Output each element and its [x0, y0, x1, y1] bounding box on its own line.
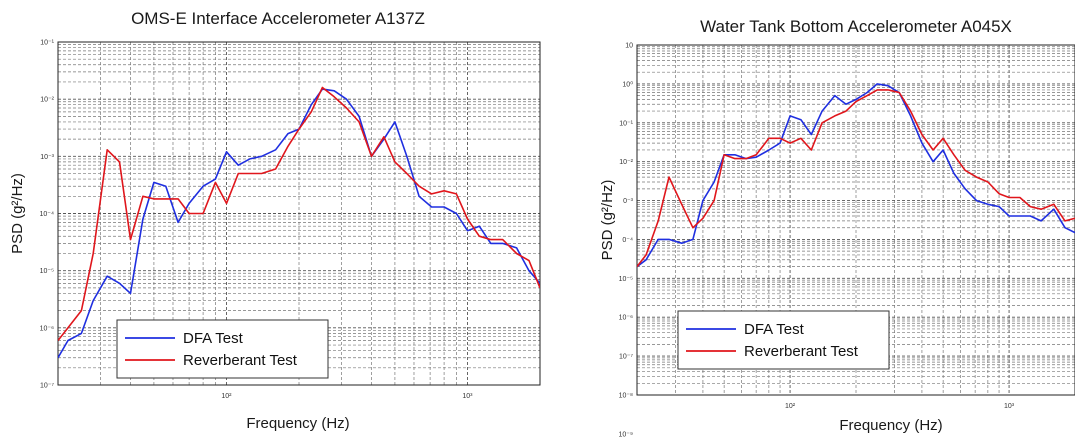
- y-tick-label: 10⁻⁴: [40, 211, 55, 218]
- y-tick-label: 10⁻⁶: [619, 315, 633, 322]
- chart-title: OMS-E Interface Accelerometer A137Z: [131, 9, 425, 28]
- chart-title: Water Tank Bottom Accelerometer A045X: [700, 17, 1012, 36]
- y-tick-label: 10⁻¹: [40, 40, 54, 47]
- y-tick-label: 10⁰: [622, 80, 633, 88]
- x-tick-label: 10³: [1004, 403, 1015, 410]
- legend-entry: DFA Test: [183, 330, 244, 347]
- y-tick-label: 10⁻²: [619, 159, 633, 166]
- y-tick-label: 0⁻³: [623, 198, 634, 205]
- legend: DFA Test Reverberant Test: [116, 319, 329, 379]
- y-tick-label: 10⁻⁷: [40, 383, 54, 390]
- legend-entry: Reverberant Test: [744, 343, 859, 360]
- y-tick-label: 10⁻⁵: [40, 268, 54, 275]
- y-axis-label: PSD (g²/Hz): [599, 180, 616, 261]
- y-tick-label: 10⁻⁶: [40, 325, 54, 332]
- y-tick-label: 10⁻⁵: [619, 276, 633, 283]
- chart-1: 10⁻¹ 10⁻² 10⁻³ 10⁻⁴ 10⁻⁵ 10⁻⁶ 10⁻⁷ 10² 10³ OMS-E …: [9, 9, 541, 432]
- plot-frame: [636, 44, 1075, 396]
- legend-entry: Reverberant Test: [183, 352, 298, 369]
- y-tick-label: 10: [625, 43, 633, 50]
- y-axis-label: PSD (g²/Hz): [9, 173, 26, 254]
- y-tick-label: 10⁻⁸: [619, 393, 633, 400]
- series-line: [58, 86, 540, 341]
- y-tick-label: 10⁻⁷: [619, 354, 633, 361]
- y-tick-label: 10⁻³: [40, 154, 54, 161]
- y-tick-label: 10⁻⁹: [619, 431, 633, 438]
- series-group: [637, 83, 1075, 268]
- x-axis-label: Frequency (Hz): [839, 417, 942, 434]
- y-tick-label: 10⁻²: [40, 97, 54, 104]
- series-line: [637, 89, 1075, 268]
- y-tick-label: 0⁻⁴: [622, 237, 633, 244]
- x-tick-label: 10³: [462, 393, 473, 400]
- series-line: [637, 83, 1075, 268]
- legend: DFA Test Reverberant Test: [677, 310, 890, 370]
- grid: [637, 45, 1075, 395]
- legend-box: [677, 310, 890, 370]
- x-tick-label: 10²: [785, 403, 796, 410]
- legend-box: [116, 319, 329, 379]
- x-tick-label: 10²: [221, 393, 232, 400]
- chart-2: 10 10⁰ 10⁻¹ 10⁻² 0⁻³ 0⁻⁴ 10⁻⁵ 10⁻⁶ 10⁻⁷ 10⁻⁸ 10⁻⁹ 1…: [599, 17, 1075, 438]
- x-axis-label: Frequency (Hz): [246, 415, 349, 432]
- series-group: [58, 86, 540, 359]
- y-tick-label: 10⁻¹: [619, 120, 633, 127]
- legend-entry: DFA Test: [744, 321, 805, 338]
- plot-frame: [57, 41, 541, 386]
